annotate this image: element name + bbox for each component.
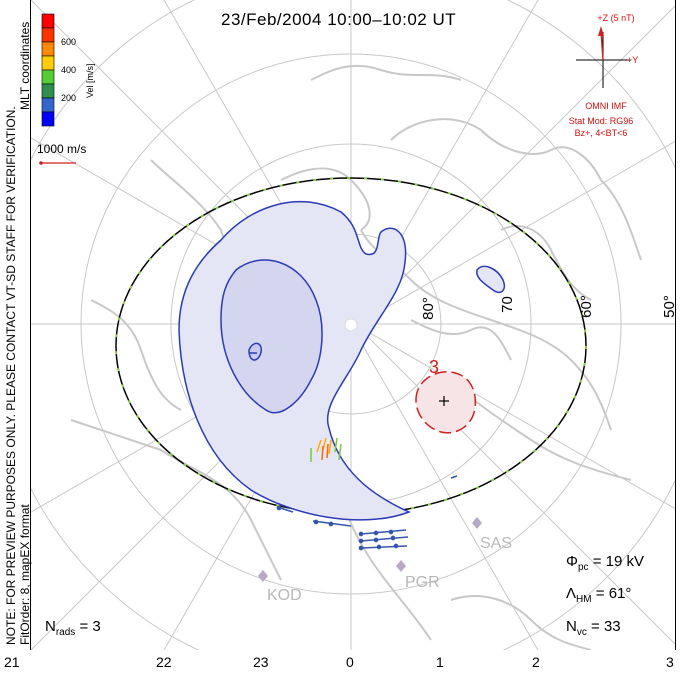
- station-label-sas: SAS: [480, 535, 513, 552]
- fit-order-note: FitOrder: 8, mapEX format: [18, 504, 32, 645]
- map-frame: 23/Feb/2004 10:00–10:02 UT 600 400 200 V…: [30, 0, 676, 650]
- polar-map: [31, 0, 675, 650]
- pole-marker: [344, 318, 358, 332]
- mlt-label-1: 1: [436, 654, 444, 670]
- coordinates-note: MLT coordinates: [18, 21, 32, 110]
- lat-label-60: 60°: [577, 295, 595, 318]
- imf-dial: [576, 26, 631, 88]
- mlt-label-23: 23: [253, 654, 269, 670]
- lat-label-70: 70: [498, 296, 516, 313]
- imf-y-label: +Y: [627, 55, 639, 65]
- negative-contour: [415, 371, 477, 434]
- imf-z-label: +Z (5 nT): [597, 13, 635, 23]
- preview-note: NOTE: FOR PREVIEW PURPOSES ONLY. PLEASE …: [4, 106, 18, 645]
- stat-nrads: Nrads = 3: [45, 618, 101, 638]
- colorbar-title: Vel [m/s]: [85, 63, 95, 98]
- stat-nvc: Nvc = 33: [566, 618, 621, 638]
- station-label-kod: KOD: [267, 587, 302, 604]
- lat-label-80: 80°: [419, 297, 437, 320]
- hm-boundary-dash: [115, 177, 587, 515]
- potential-max-marker: [439, 396, 449, 406]
- colorbar-tick-600: 600: [61, 37, 77, 47]
- potential-contour-small: [476, 265, 505, 294]
- mlt-label-3: 3: [666, 654, 674, 670]
- plot-title: 23/Feb/2004 10:00–10:02 UT: [221, 10, 457, 29]
- stat-phi-pc: Φpc = 19 kV: [566, 553, 644, 573]
- stat-lambda-hm: ΛHM = 61°: [566, 585, 632, 605]
- reference-vector-label: 1000 m/s: [37, 142, 87, 156]
- imf-stat-mod: Stat Mod: RG96: [568, 116, 634, 126]
- reference-vector: [39, 161, 76, 165]
- mlt-label-0: 0: [346, 654, 354, 670]
- lat-label-50: 50°: [660, 295, 676, 318]
- imf-source: OMNI IMF: [585, 101, 627, 111]
- station-markers: [258, 517, 482, 582]
- colorbar-tick-400: 400: [61, 65, 77, 75]
- colorbar-tick-200: 200: [61, 93, 77, 103]
- potential-contour-inner: [248, 342, 262, 361]
- mlt-label-2: 2: [532, 654, 540, 670]
- contour-label: 3: [429, 357, 440, 377]
- station-label-pgr: PGR: [405, 574, 440, 591]
- mlt-label-21: 21: [4, 654, 20, 670]
- velocity-colorbar: [41, 13, 55, 127]
- mlt-label-22: 22: [156, 654, 172, 670]
- potential-contour-middle: [220, 259, 323, 414]
- imf-condition: Bz+, 4<BT<6: [574, 128, 628, 138]
- velocity-vectors: [276, 437, 458, 551]
